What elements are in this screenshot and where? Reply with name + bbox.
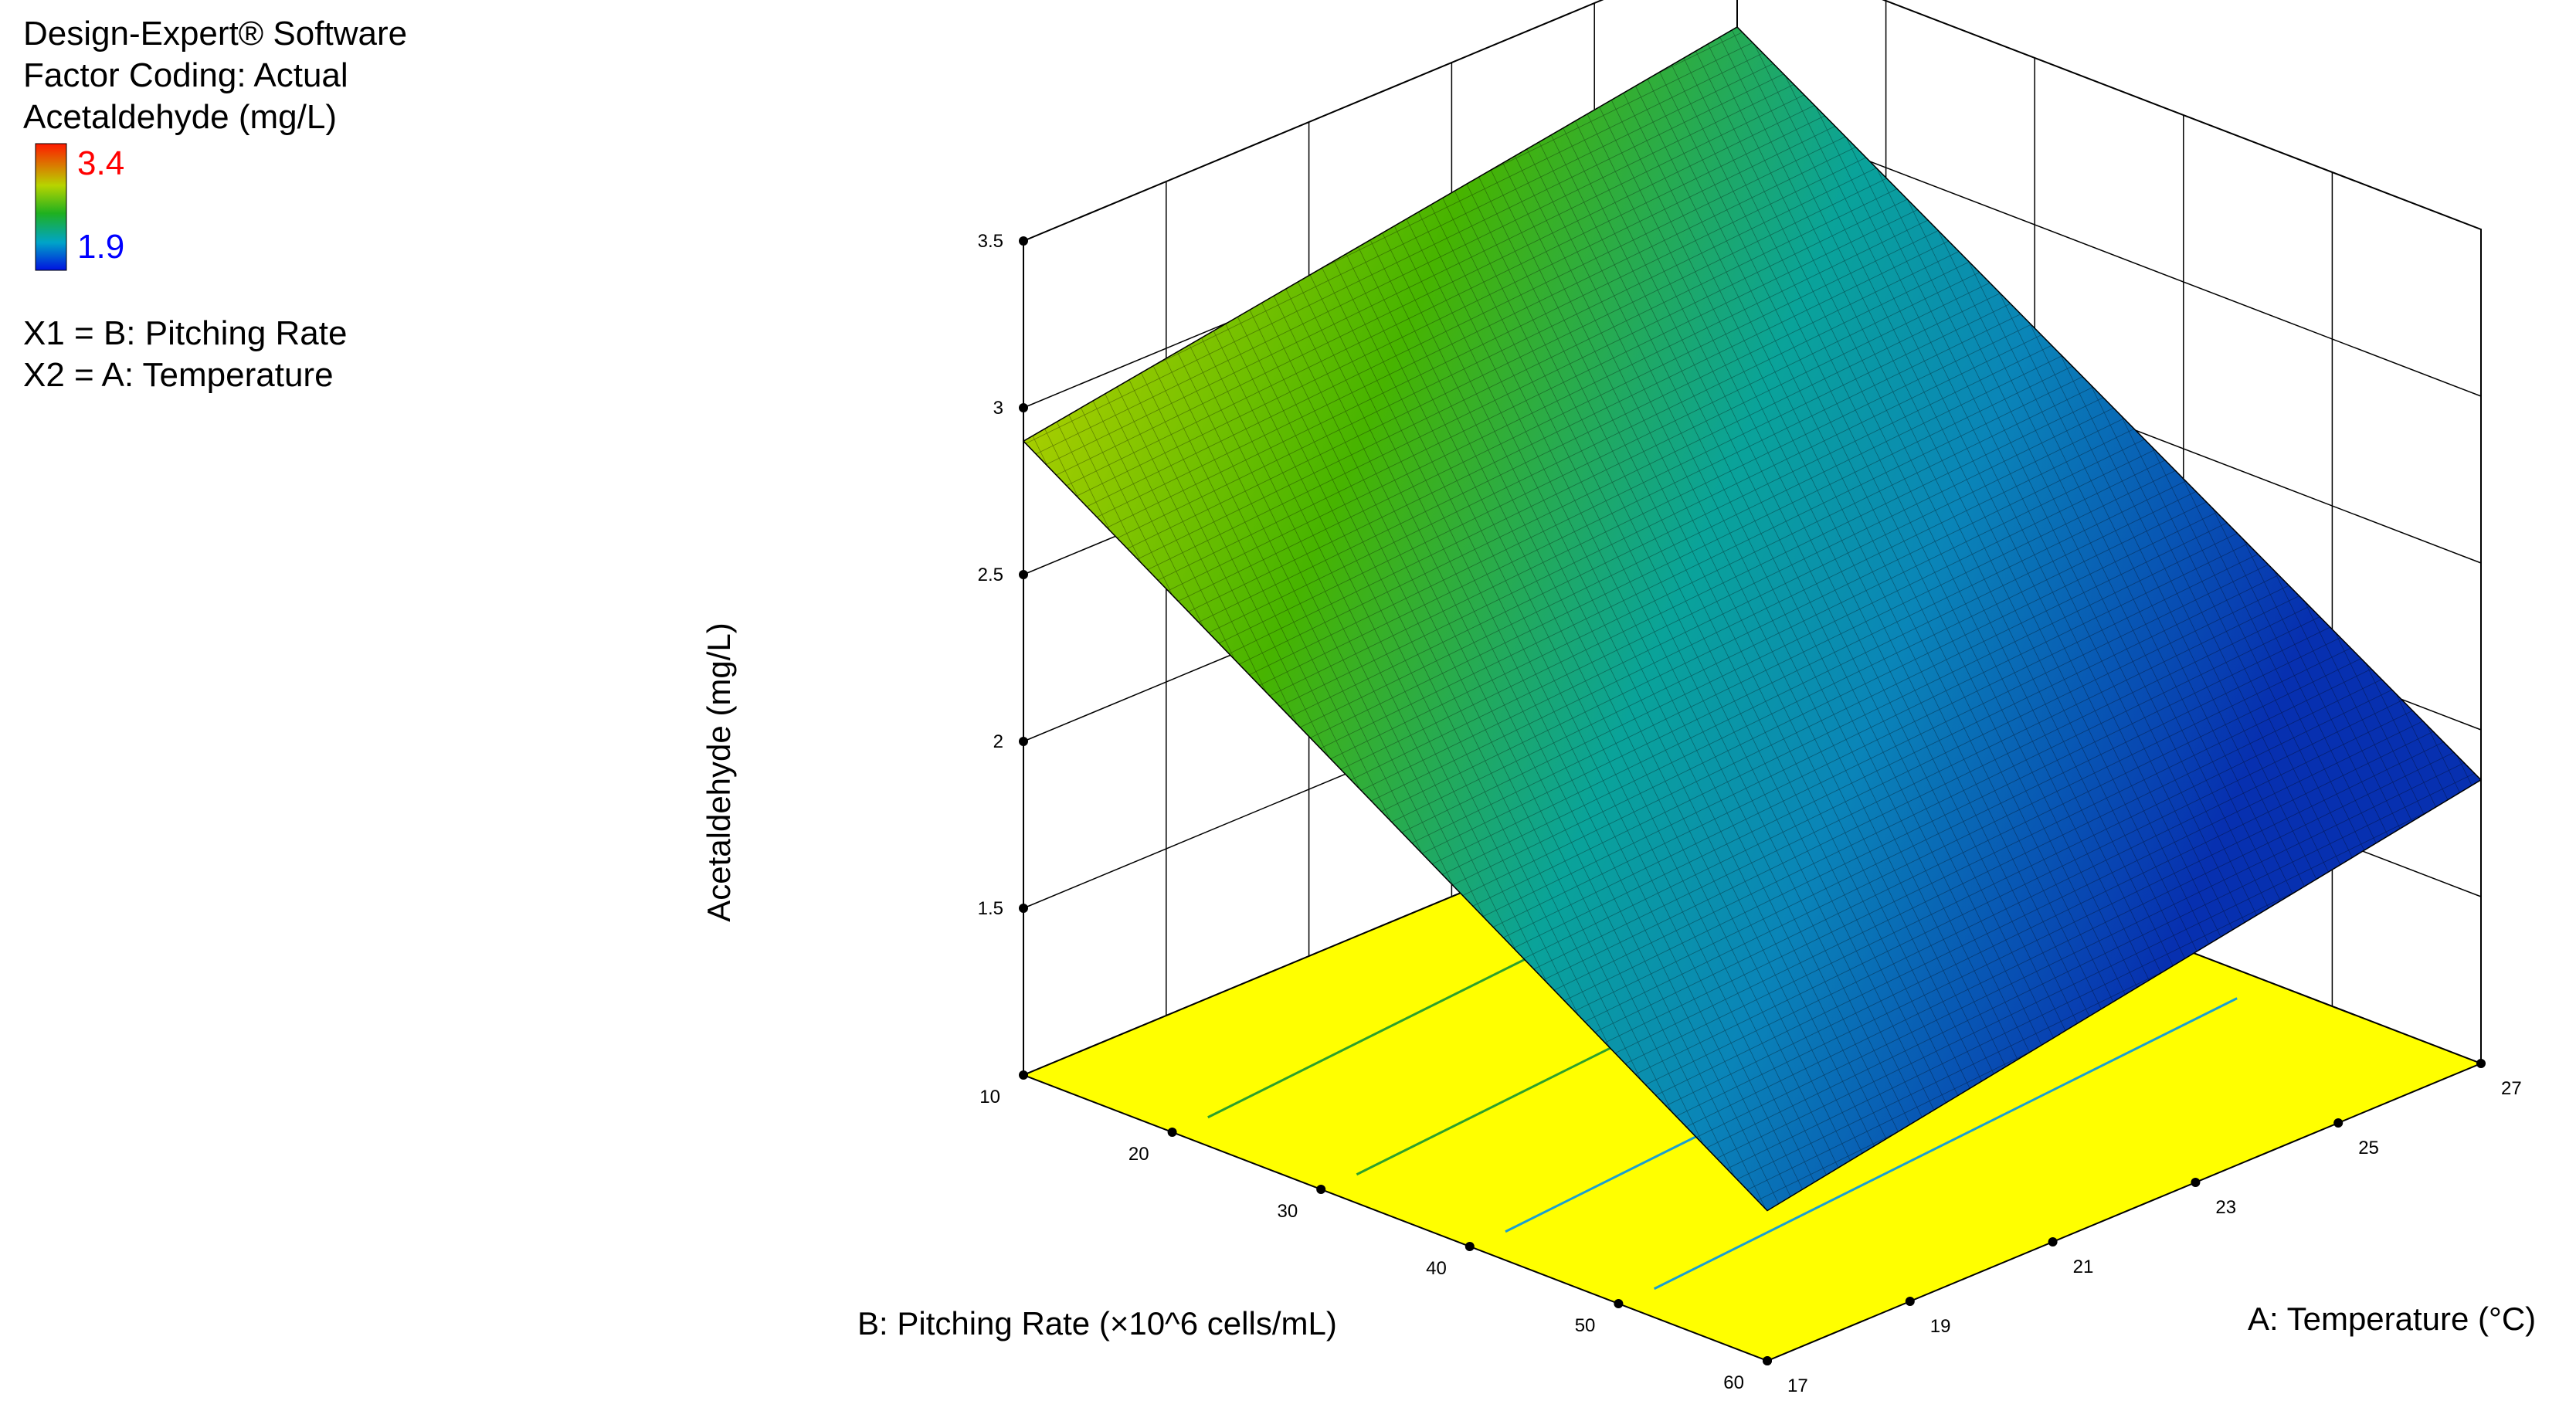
x-tick-mark	[1316, 1185, 1326, 1194]
y-tick-mark	[2333, 1118, 2344, 1128]
x-axis-title: B: Pitching Rate (×10^6 cells/mL)	[857, 1305, 1337, 1341]
x-tick-label: 20	[1128, 1144, 1149, 1165]
z-axis-title: Acetaldehyde (mg/L)	[701, 622, 737, 922]
x-tick-mark	[1167, 1128, 1177, 1137]
legend-coding: Factor Coding: Actual	[23, 56, 348, 94]
floor-contour-line	[1653, 997, 2238, 1291]
x-tick-label: 50	[1575, 1315, 1596, 1336]
y-tick-label: 21	[2073, 1257, 2094, 1277]
y-tick-label: 27	[2501, 1078, 2522, 1099]
y-tick-label: 23	[2215, 1197, 2236, 1218]
plot-3d: 1.5 2 2.5 3 3.5 10 20 30 40 50 60 17 19 21 23 25 27	[978, 0, 2522, 1396]
z-tick-label: 1.5	[978, 898, 1003, 919]
y-tick-mark	[1905, 1297, 1915, 1306]
z-tick-label: 3.5	[978, 231, 1003, 252]
y-tick-label: 25	[2358, 1138, 2379, 1158]
y-tick-mark	[2191, 1178, 2201, 1187]
z-tick-label: 2	[993, 731, 1003, 752]
legend-color-bar	[35, 143, 67, 271]
y-tick-mark	[1763, 1356, 1772, 1365]
legend-x2: X2 = A: Temperature	[23, 356, 334, 394]
z-tick-label: 3	[993, 398, 1003, 419]
wall-gridline	[1023, 0, 2482, 242]
legend-low-value: 1.9	[77, 228, 124, 266]
x-tick-label: 30	[1277, 1201, 1298, 1222]
y-axis-title: A: Temperature (°C)	[2248, 1301, 2536, 1337]
legend-x1: X1 = B: Pitching Rate	[23, 314, 347, 352]
x-tick-mark	[1464, 1242, 1475, 1251]
legend-response: Acetaldehyde (mg/L)	[23, 98, 337, 136]
y-tick-label: 17	[1787, 1375, 1808, 1396]
x-tick-label: 10	[979, 1087, 1000, 1107]
x-tick-label: 60	[1723, 1372, 1744, 1393]
y-tick-mark	[2048, 1237, 2058, 1246]
x-tick-label: 40	[1426, 1258, 1447, 1279]
x-tick-mark	[1614, 1299, 1624, 1308]
legend-high-value: 3.4	[77, 144, 124, 182]
legend: Design-Expert® Software Factor Coding: A…	[23, 15, 407, 394]
axes: 1.5 2 2.5 3 3.5 10 20 30 40 50 60 17 19 21 23 25 27	[978, 229, 2522, 1396]
legend-software: Design-Expert® Software	[23, 15, 407, 53]
y-tick-label: 19	[1930, 1316, 1951, 1337]
z-tick-label: 2.5	[978, 565, 1003, 585]
